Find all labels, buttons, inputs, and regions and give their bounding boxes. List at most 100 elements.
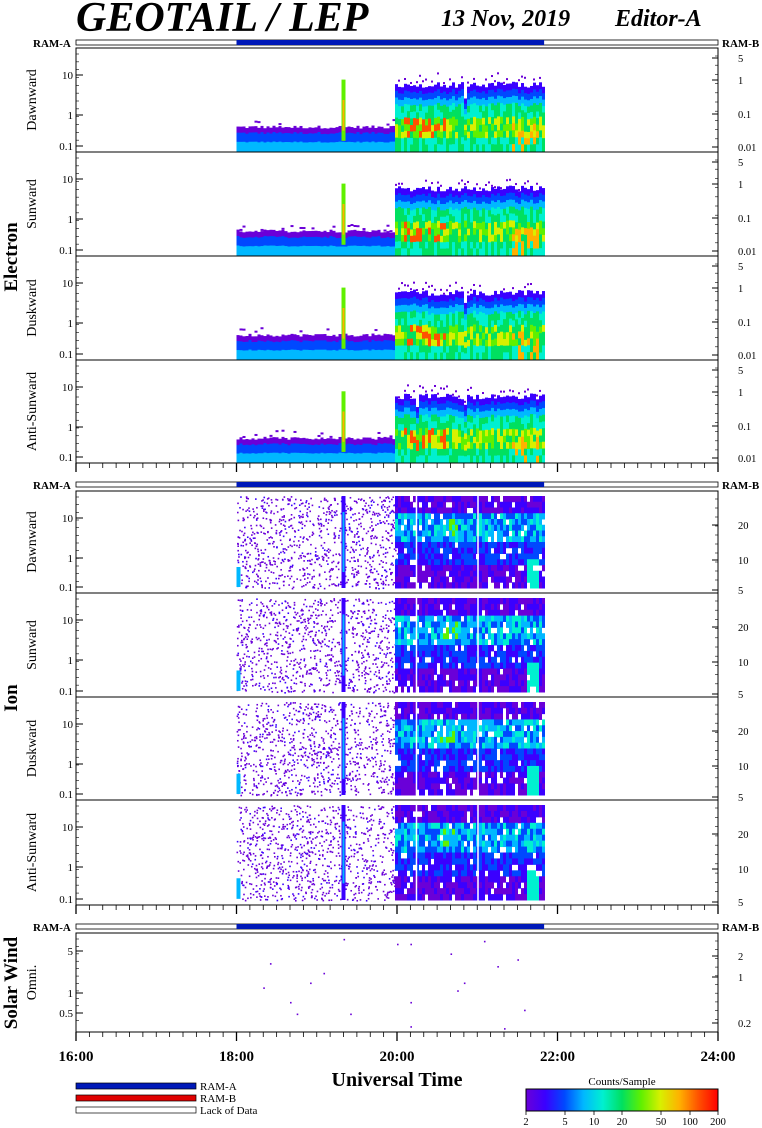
y2-tick-label: 5 [738,158,743,169]
y2-tick-label: 10 [738,556,749,567]
y-tick-label: 1 [68,214,74,226]
y-tick-label: 0.1 [59,141,73,153]
ram-a-label: RAM-A [33,480,71,492]
data-point [410,1026,412,1028]
group-label-solarwind: Solar Wind [1,936,22,1029]
colorbar: Counts/Sample 2 5 10 20 50 100 200 [523,1076,726,1128]
colorbar-title: Counts/Sample [588,1076,655,1088]
y-tick-label: 1 [68,655,74,667]
y2-tick-label: 10 [738,865,749,876]
group-label-ion: Ion [1,684,22,712]
group-solarwind: RAM-A RAM-B Solar Wind Omni. 5 1 0.5 2 1 0.2 [1,922,760,1041]
group-label-electron: Electron [1,222,22,292]
y-tick-label: 0.1 [59,686,73,698]
editor-label: Editor-A [615,6,702,32]
heatmap-cells [236,384,545,463]
y-tick-label: 1 [68,759,74,771]
time-axis-ticks [75,1032,719,1041]
panel-label: Dawnward [25,69,40,130]
panel-label: Anti-Sunward [25,813,40,892]
colorbar-tick-label: 100 [682,1117,698,1128]
y2-tick-label: 0.01 [738,351,756,362]
panel-label: Sunward [25,179,40,229]
y2-tick-label: 20 [738,623,749,634]
y2-tick-label: 0.01 [738,143,756,154]
y2-tick-label: 0.1 [738,214,751,225]
data-point [450,953,453,955]
y2-tick-label: 0.01 [738,247,756,258]
panel-frame [75,932,719,1033]
y-tick-label: 10 [62,382,74,394]
heatmap-cells [236,801,545,904]
y-tick-label: 10 [62,278,74,290]
data-point [323,972,326,975]
y-tick-label: 10 [62,615,74,627]
y2-tick-label: 5 [738,690,743,701]
y2-tick-label: 1 [738,284,743,295]
panel-label: Omni. [25,965,40,1000]
y-tick-label: 0.1 [59,789,73,801]
y2-tick-label: 1 [738,76,743,87]
y-tick-label: 10 [62,513,74,525]
y-tick-label: 0.1 [59,894,73,906]
data-point [397,943,399,946]
y2-tick-label: 5 [738,262,743,273]
ram-b-label: RAM-B [722,480,760,492]
ram-a-bar [236,40,545,45]
y-tick-label: 1 [68,862,74,874]
data-point [517,959,519,961]
y-tick-label: 0.1 [59,452,73,464]
y-tick-label: 1 [68,988,74,1000]
colorbar-tick-label: 20 [617,1117,628,1128]
data-point [263,987,265,989]
data-point [290,1001,292,1004]
y2-tick-label: 5 [738,793,743,804]
data-point [410,1001,412,1004]
colorbar-tick-label: 50 [656,1117,667,1128]
ram-b-label: RAM-B [722,38,760,50]
x-tick-label: 22:00 [540,1049,575,1065]
y-tick-label: 1 [68,318,74,330]
y-tick-label: 10 [62,719,74,731]
colorbar-gradient [525,1088,719,1112]
heatmap-cells [236,698,545,799]
y2-tick-label: 10 [738,762,749,773]
y2-tick-label: 20 [738,521,749,532]
y2-tick-label: 2 [738,952,743,963]
panel-electron-2: Duskward 10 1 0.1 5 1 0.1 0.01 [25,255,756,362]
heatmap-cells [236,594,545,696]
ram-a-label: RAM-A [33,922,71,934]
y2-tick-label: 1 [738,973,743,984]
y-tick-label: 1 [68,553,74,565]
ram-b-label: RAM-B [722,922,760,934]
y-tick-label: 10 [62,70,74,82]
panel-solarwind-0: Omni. 5 1 0.5 2 1 0.2 [25,932,751,1033]
panel-ion-1: Sunward 10 1 0.1 20 10 5 [25,592,749,701]
panel-electron-1: Sunward 10 1 0.1 5 1 0.1 0.01 [25,151,756,258]
panel-label: Dawnward [25,511,40,572]
panel-electron-3: Anti-Sunward 10 1 0.1 5 1 0.1 0.01 [25,359,756,465]
data-point [463,982,466,985]
data-point [457,990,459,992]
panel-label: Anti-Sunward [25,372,40,451]
legend-swatch [75,1094,197,1102]
y2-tick-label: 1 [738,180,743,191]
group-electron: RAM-A RAM-B Electron Dawnward 10 1 0.1 5 1 0.1 0.0… [1,38,760,472]
y2-tick-label: 1 [738,388,743,399]
y-tick-label: 10 [62,822,74,834]
heatmap-cells [236,281,545,360]
colorbar-tick-label: 200 [710,1117,726,1128]
date-label: 13 Nov, 2019 [441,6,571,32]
data-point [269,963,272,965]
panel-label: Duskward [25,720,40,778]
heatmap-cells [236,72,545,152]
panel-ion-3: Anti-Sunward 10 1 0.1 20 10 5 [25,799,749,909]
data-point [497,966,499,968]
y-tick-label: 0.5 [59,1008,73,1020]
panel-label: Duskward [25,279,40,337]
y-tick-label: 5 [68,946,74,958]
panel-ion-2: Duskward 10 1 0.1 20 10 5 [25,696,749,804]
y2-tick-label: 0.1 [738,422,751,433]
